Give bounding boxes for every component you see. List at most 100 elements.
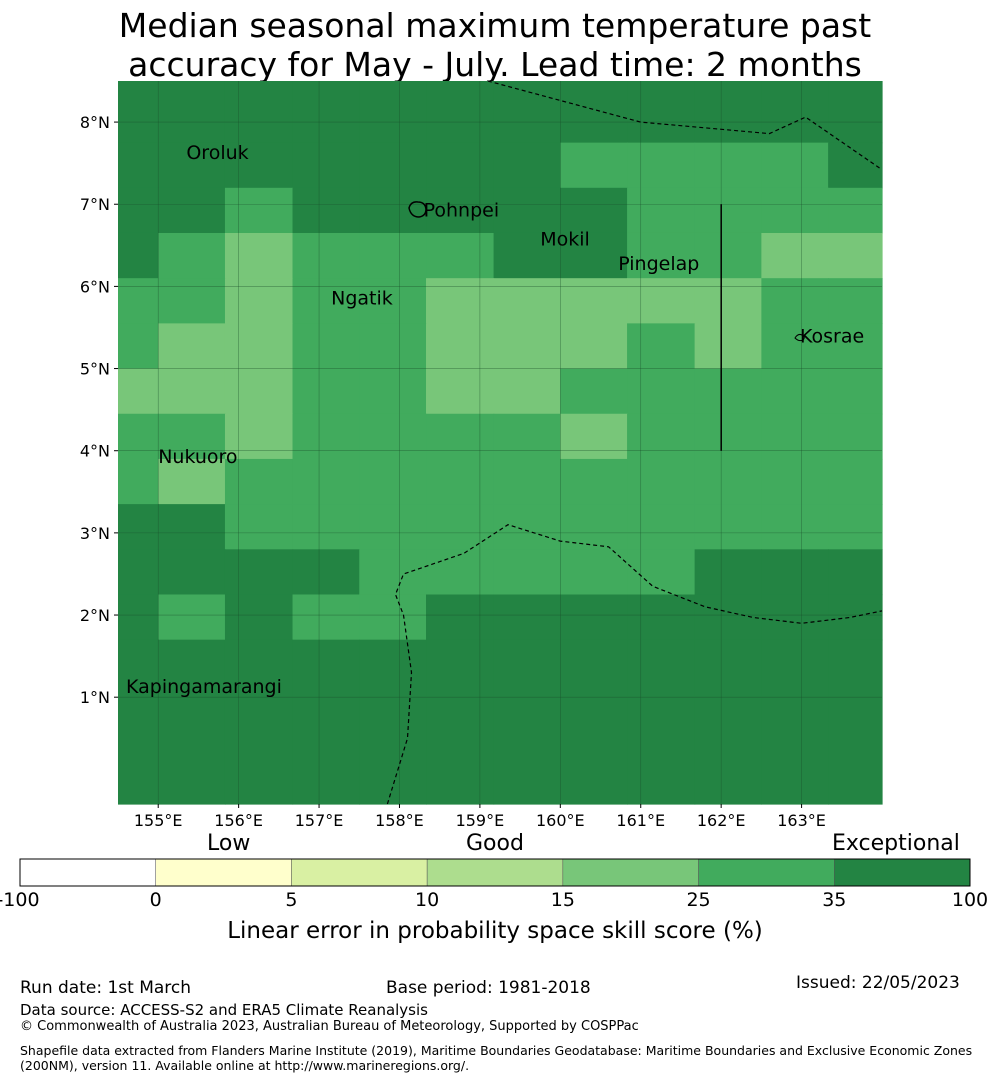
skill-cell <box>292 639 360 805</box>
skill-cell <box>493 232 561 279</box>
skill-cell <box>761 639 829 805</box>
skill-cell <box>560 232 628 279</box>
skill-cell <box>694 368 762 415</box>
skill-cell <box>118 81 159 144</box>
skill-cell <box>359 413 427 460</box>
base-period: Base period: 1981-2018 <box>386 978 591 998</box>
skill-cell <box>118 639 159 805</box>
skill-cell <box>292 187 360 234</box>
island-label: Kapingamarangi <box>126 676 282 698</box>
island-label: Mokil <box>540 228 590 250</box>
island-label: Oroluk <box>186 142 248 164</box>
island-labels: Oroluk Pohnpei Mokil Pingelap Ngatik Kosrae Nu… <box>126 142 864 698</box>
skill-cell <box>761 323 829 370</box>
lat-tick-label: 5°N <box>80 360 110 379</box>
skill-cell <box>118 368 159 415</box>
skill-cell <box>828 142 883 189</box>
skill-cell <box>694 413 762 460</box>
skill-cell <box>761 413 829 460</box>
skill-cell <box>560 323 628 370</box>
legend-category-low: Low <box>207 831 251 856</box>
skill-grid <box>118 81 883 805</box>
skill-cell <box>493 368 561 415</box>
skill-cell <box>158 458 226 505</box>
skill-cell <box>359 639 427 805</box>
skill-cell <box>426 232 495 279</box>
data-source: Data source: ACCESS-S2 and ERA5 Climate … <box>20 1001 428 1019</box>
skill-cell <box>224 639 294 805</box>
skill-cell <box>426 368 495 415</box>
skill-cell <box>828 639 883 805</box>
skill-cell <box>761 81 829 144</box>
colorbar-tick-label: 10 <box>415 889 440 911</box>
map-axes: 1°N 2°N 3°N 4°N 5°N 6°N 7°N 8°N 155°E 156°E 157°E 1… <box>80 113 826 830</box>
colorbar-bin <box>155 858 292 887</box>
colorbar-tick-label: 15 <box>550 889 575 911</box>
skill-cell <box>560 278 628 324</box>
colorbar-tick-label: 35 <box>822 889 847 911</box>
skill-cell <box>158 594 226 641</box>
skill-cell <box>118 413 159 460</box>
skill-cell <box>627 278 696 324</box>
skill-cell <box>493 142 561 189</box>
skill-cell <box>292 458 360 505</box>
skill-cell <box>426 549 495 596</box>
island-label: Pohnpei <box>424 200 500 222</box>
skill-cell <box>158 278 226 324</box>
skill-cell <box>627 232 696 279</box>
skill-cell <box>158 368 226 415</box>
skill-cell <box>426 413 495 460</box>
skill-cell <box>627 504 696 550</box>
island-label: Pingelap <box>618 253 699 275</box>
skill-cell <box>828 232 883 279</box>
skill-cell <box>224 413 294 460</box>
skill-cell <box>694 458 762 505</box>
shapefile-note: Shapefile data extracted from Flanders M… <box>20 1043 972 1073</box>
skill-cell <box>627 458 696 505</box>
eez-boundary-south <box>386 524 883 805</box>
lat-tick-label: 2°N <box>80 606 110 625</box>
skill-cell <box>359 142 427 189</box>
skill-cell <box>359 232 427 279</box>
skill-cell <box>359 323 427 370</box>
skill-cell <box>828 323 883 370</box>
skill-cell <box>694 549 762 596</box>
skill-cell <box>828 594 883 641</box>
skill-cell <box>627 142 696 189</box>
skill-cell <box>694 187 762 234</box>
skill-cell <box>426 458 495 505</box>
skill-cell <box>627 549 696 596</box>
skill-cell <box>493 81 561 144</box>
colorbar <box>19 858 971 887</box>
skill-cell <box>560 368 628 415</box>
lat-tick-label: 4°N <box>80 442 110 461</box>
skill-cell <box>493 458 561 505</box>
lat-tick-label: 6°N <box>80 277 110 296</box>
skill-cell <box>761 504 829 550</box>
skill-cell <box>359 504 427 550</box>
skill-cell <box>828 187 883 234</box>
skill-cell <box>118 142 159 189</box>
skill-cell <box>627 368 696 415</box>
colorbar-bin <box>291 858 428 887</box>
kosrae-island-outline <box>794 333 805 342</box>
lon-tick-label: 155°E <box>134 811 183 830</box>
title-line-1: Median seasonal maximum temperature past <box>118 6 872 45</box>
colorbar-tick-label: 25 <box>686 889 711 911</box>
skill-cell <box>426 594 495 641</box>
skill-cell <box>761 458 829 505</box>
skill-cell <box>761 142 829 189</box>
skill-cell <box>224 232 294 279</box>
skill-cell <box>118 594 159 641</box>
skill-cell <box>694 323 762 370</box>
lon-tick-label: 157°E <box>295 811 344 830</box>
title-line-2: accuracy for May - July. Lead time: 2 mo… <box>128 45 862 84</box>
skill-cell <box>694 142 762 189</box>
skill-cell <box>426 639 495 805</box>
skill-cell <box>359 278 427 324</box>
eez-boundaries <box>386 80 883 805</box>
skill-cell <box>224 142 294 189</box>
skill-cell <box>493 413 561 460</box>
skill-cell <box>694 639 762 805</box>
